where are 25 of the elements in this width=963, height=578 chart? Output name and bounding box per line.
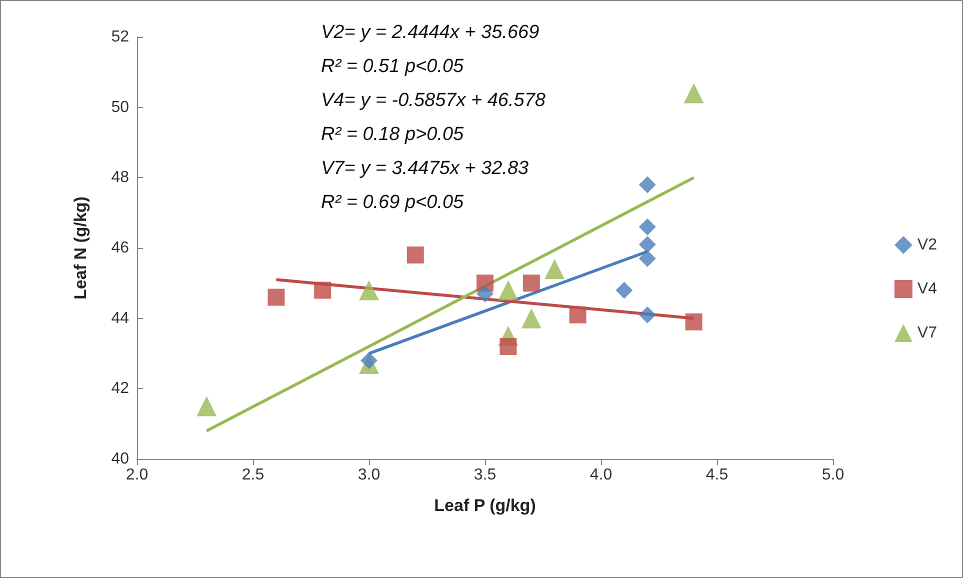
annotation: R² = 0.51 p<0.05 xyxy=(320,56,464,77)
y-tick-label: 44 xyxy=(111,310,130,327)
annotation: V4= y = -0.5857x + 46.578 xyxy=(320,90,546,111)
y-axis-title: Leaf N (g/kg) xyxy=(71,196,90,300)
x-tick-label: 5.0 xyxy=(822,466,844,484)
x-tick-label: 4.5 xyxy=(706,466,728,484)
x-tick-label: 4.0 xyxy=(590,466,612,484)
y-tick-label: 52 xyxy=(111,28,130,46)
annotation: R² = 0.69 p<0.05 xyxy=(320,192,464,213)
annotation: V2= y = 2.4444x + 35.669 xyxy=(320,22,540,43)
legend-label: V2 xyxy=(917,236,938,254)
y-tick-label: 46 xyxy=(111,240,130,256)
x-tick-label: 3.0 xyxy=(358,466,380,484)
y-tick-label: 50 xyxy=(111,98,130,116)
y-tick-label: 42 xyxy=(111,380,130,398)
y-tick-label: 40 xyxy=(111,450,130,468)
x-tick-label: 2.5 xyxy=(242,466,264,484)
x-tick-label: 2.0 xyxy=(126,466,148,484)
y-tick-label: 48 xyxy=(111,169,130,186)
x-tick-label: 3.5 xyxy=(474,466,496,484)
annotation: R² = 0.18 p>0.05 xyxy=(320,124,464,145)
legend-label: V4 xyxy=(917,280,938,298)
annotation: V7= y = 3.4475x + 32.83 xyxy=(320,158,530,179)
legend-label: V7 xyxy=(917,324,938,342)
x-axis-title: Leaf P (g/kg) xyxy=(434,496,536,515)
